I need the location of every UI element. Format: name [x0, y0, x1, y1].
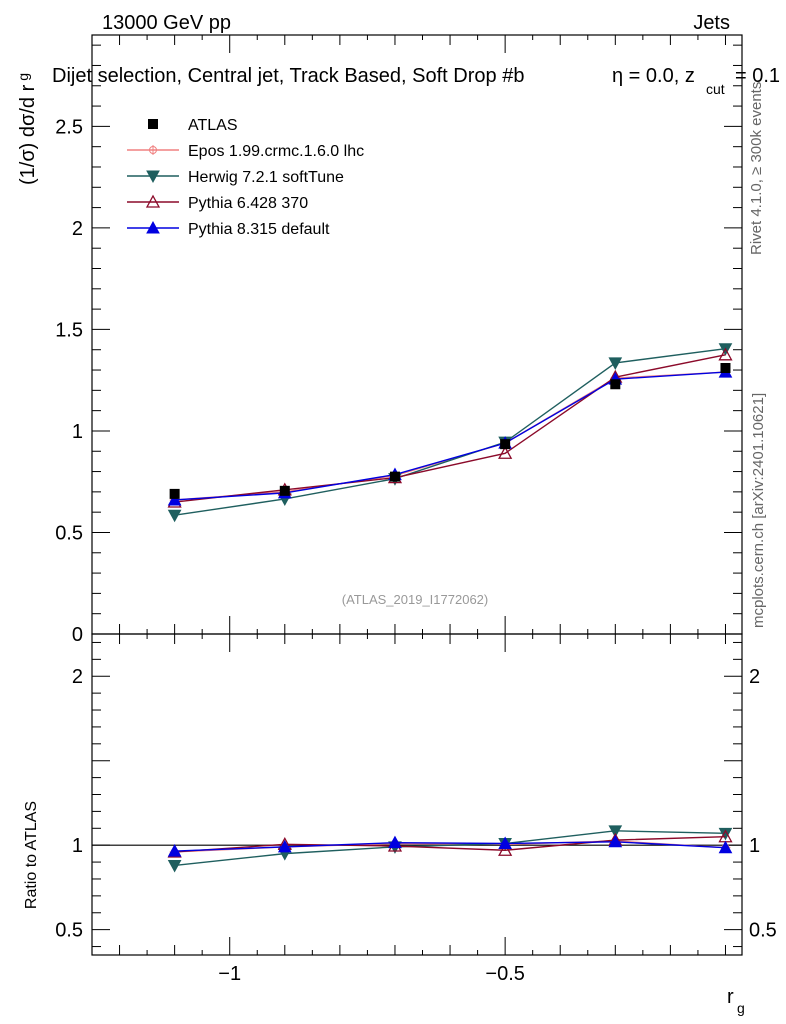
ratio-tick-label: 2	[749, 666, 760, 688]
legend-marker	[148, 119, 158, 129]
series-1-ratio-line	[174, 830, 726, 867]
legend-label: Herwig 7.2.1 softTune	[188, 169, 344, 186]
legend-marker	[148, 145, 158, 155]
atlas-data-point	[169, 488, 180, 499]
series-2-ratio-point	[498, 842, 513, 856]
atlas-data-point	[720, 363, 731, 374]
marks	[167, 343, 733, 873]
series-3-ratio-point	[277, 839, 292, 853]
chart-title: Dijet selection, Central jet, Track Base…	[52, 65, 780, 97]
series-3-ratio-point	[608, 834, 623, 848]
atlas-data-point	[500, 439, 511, 450]
legend-marker	[146, 220, 160, 234]
atlas-data-point	[389, 471, 400, 482]
series-3-point	[167, 492, 182, 506]
chart-title-sub: cut	[706, 81, 725, 97]
legend-marker	[145, 194, 161, 208]
series-1-point	[608, 357, 623, 370]
series-3-ratio-line	[174, 841, 726, 852]
axes: −1 −0.5 0 0.5 1 1.5 2 2.5 0.5 0.5 1 1 2 2	[55, 34, 777, 985]
rivet-label: Rivet 4.1.0, ≥ 300k events	[748, 82, 765, 255]
series-0-line	[174, 371, 726, 501]
mcplots-label: mcplots.cern.ch [arXiv:2401.10621]	[750, 393, 767, 628]
y-tick-label: 2.5	[55, 116, 83, 138]
y-tick-label: 1.5	[55, 319, 83, 341]
legend-label: Pythia 8.315 default	[188, 221, 330, 238]
legend-label: ATLAS	[188, 117, 238, 134]
x-tick-label: −0.5	[485, 963, 524, 985]
legend-marker	[146, 170, 160, 184]
atlas-data-point	[610, 379, 621, 390]
header-right: Jets	[693, 12, 730, 34]
ratio-axis-label: Ratio to ATLAS	[23, 801, 40, 909]
ratio-tick-label: 0.5	[55, 920, 83, 942]
header-left: 13000 GeV pp	[102, 12, 231, 34]
y-tick-label: 2	[72, 218, 83, 240]
series-2-point	[498, 445, 513, 459]
series-3-ratio-point	[388, 835, 402, 849]
ratio-tick-label: 2	[72, 666, 83, 688]
legend: ATLAS Epos 1.99.crmc.1.6.0 lhc Herwig 7.2.…	[127, 117, 364, 238]
y-tick-label: 0.5	[55, 522, 83, 544]
series-1-point	[167, 509, 182, 523]
legend-label: Epos 1.99.crmc.1.6.0 lhc	[188, 143, 364, 160]
series-1-ratio-point	[608, 825, 623, 838]
legend-label: Pythia 6.428 370	[188, 195, 308, 212]
ratio-tick-label: 1	[749, 835, 760, 857]
series-2-line	[174, 354, 726, 503]
y-axis-label-sub: g	[15, 73, 31, 81]
series-1-ratio-point	[718, 827, 733, 841]
series-1-line	[174, 348, 726, 516]
series-2-point	[718, 347, 733, 361]
chart-title-tail: = 0.1	[735, 65, 780, 87]
series-1-ratio-point	[167, 859, 182, 873]
x-axis-label-sub: g	[737, 1000, 745, 1016]
analysis-label: (ATLAS_2019_I1772062)	[342, 592, 488, 607]
ratio-tick-label: 0.5	[749, 920, 777, 942]
y-axis-label-main: (1/σ) dσ/d r	[17, 84, 39, 185]
chart-title-main: Dijet selection, Central jet, Track Base…	[52, 65, 524, 87]
series-3-line	[174, 371, 726, 501]
series-3-ratio-point	[718, 840, 733, 854]
series-3-ratio-point	[498, 836, 512, 849]
x-axis-label-main: r	[727, 986, 734, 1008]
series-3-ratio-point	[167, 844, 182, 857]
y-tick-label: 1	[72, 421, 83, 443]
ratio-frame	[91, 633, 743, 956]
atlas-data-point	[279, 485, 290, 496]
y-tick-label: 0	[72, 624, 83, 646]
series-2-ratio-line	[174, 836, 726, 853]
x-tick-label: −1	[218, 963, 241, 985]
ratio-tick-label: 1	[72, 835, 83, 857]
y-axis-label: (1/σ) dσ/d r g	[15, 73, 39, 185]
chart-title-suffix: η = 0.0, z	[612, 65, 695, 87]
